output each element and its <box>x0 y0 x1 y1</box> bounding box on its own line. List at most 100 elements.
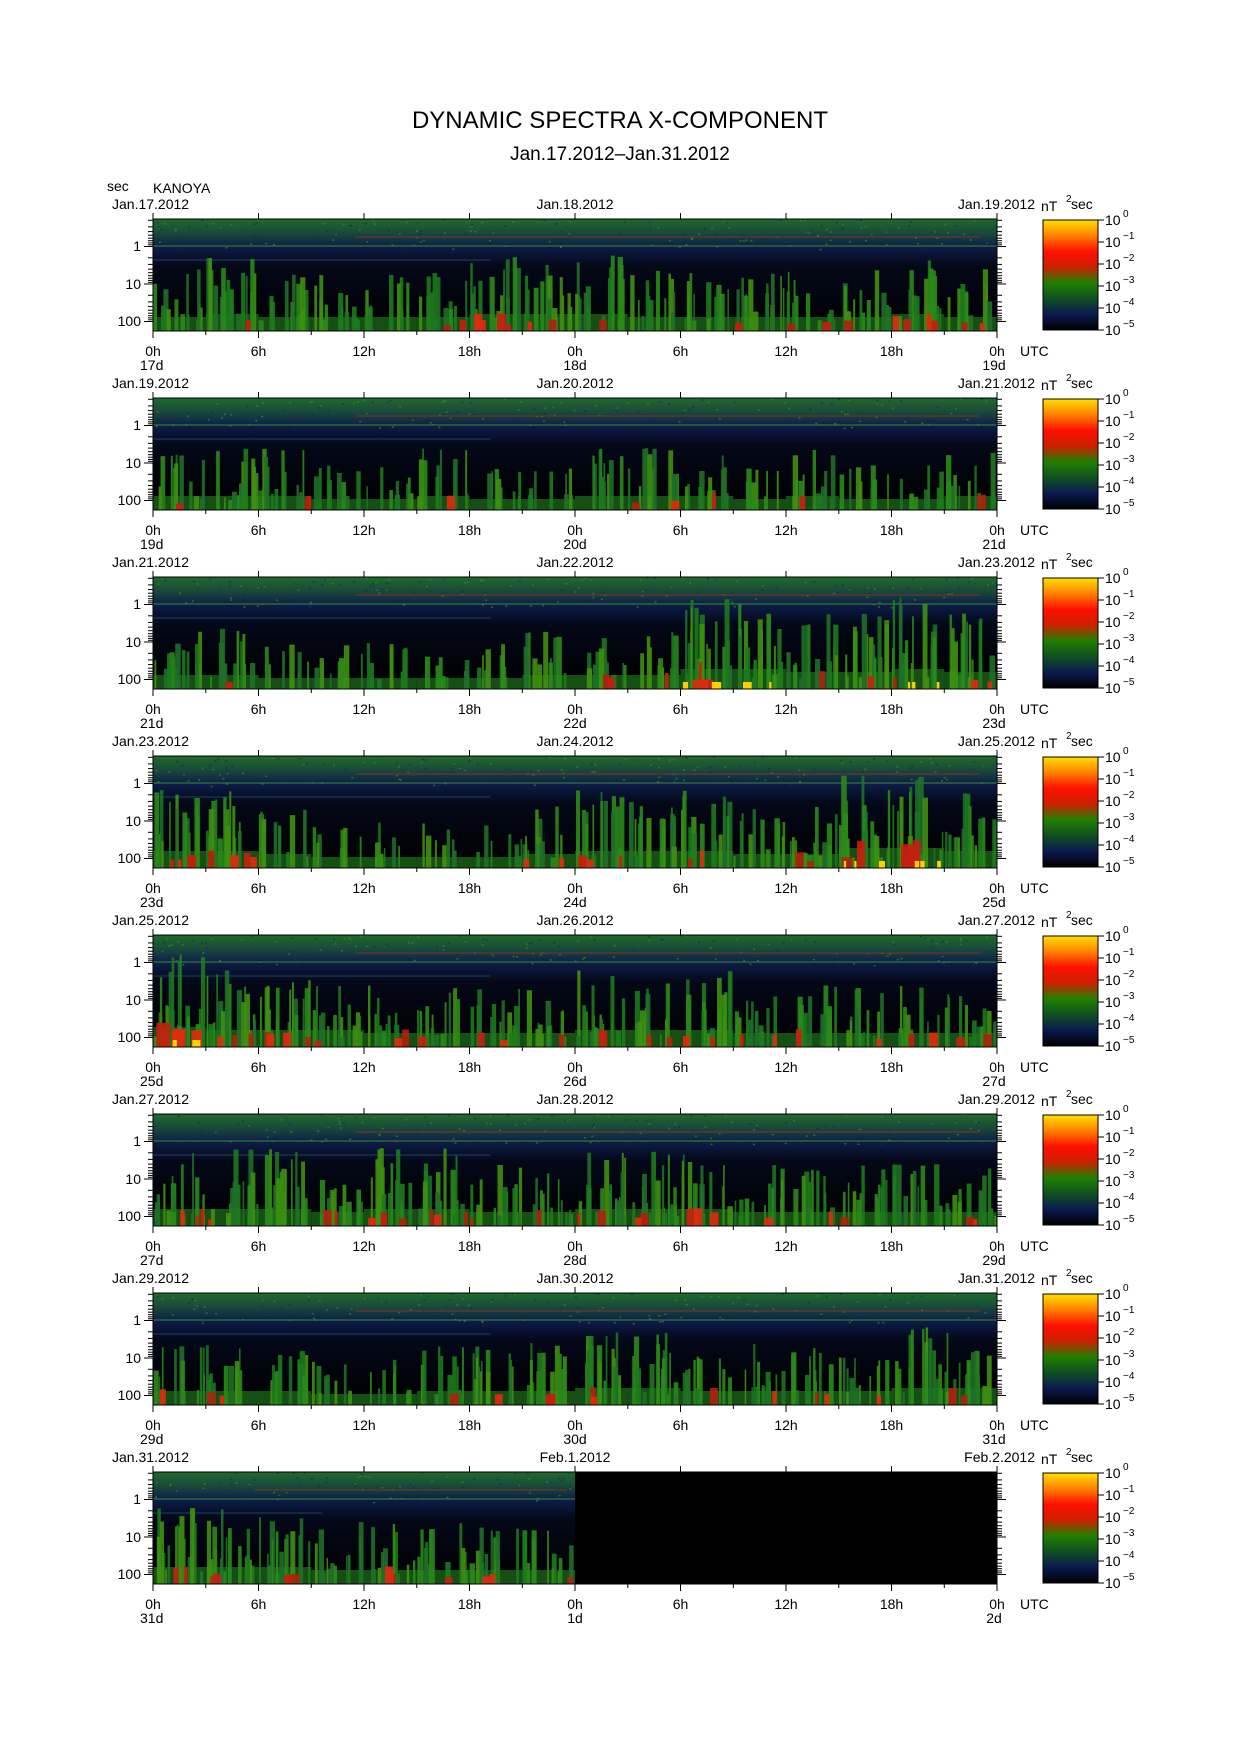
noise-speck <box>560 769 563 771</box>
spectral-burst <box>540 1190 543 1226</box>
x-tick-label: 18h <box>458 343 481 359</box>
noise-speck <box>289 779 292 781</box>
noise-speck <box>273 1491 276 1494</box>
noise-speck <box>977 1129 980 1132</box>
spectral-burst <box>856 1199 862 1226</box>
noise-speck <box>955 1294 958 1296</box>
noise-speck <box>836 592 839 594</box>
colorbar-tick-exponent: −2 <box>1123 1148 1135 1159</box>
spectral-burst <box>199 498 205 510</box>
spectral-burst <box>663 818 666 868</box>
noise-speck <box>434 1311 437 1313</box>
activity-floor <box>258 854 312 868</box>
spectral-burst <box>304 290 309 331</box>
noise-speck <box>953 771 956 773</box>
noise-speck <box>505 777 508 780</box>
spectral-burst <box>974 465 977 510</box>
noise-speck <box>215 1313 218 1315</box>
noise-speck <box>761 756 764 758</box>
spectral-burst <box>443 1148 447 1226</box>
spectral-burst <box>206 1520 211 1584</box>
spectral-burst <box>489 276 495 331</box>
noise-speck <box>212 769 215 771</box>
noise-speck <box>267 1312 270 1314</box>
noise-speck <box>829 231 832 233</box>
noise-speck <box>202 952 205 954</box>
noise-speck <box>986 242 989 245</box>
spectral-burst <box>910 1329 914 1405</box>
spectral-burst <box>400 671 404 689</box>
spectral-burst <box>238 1184 241 1226</box>
noise-speck <box>873 964 876 967</box>
noise-speck <box>514 1123 517 1126</box>
noise-speck <box>860 411 863 414</box>
spectral-burst <box>292 274 296 331</box>
colorbar-unit: nT <box>1041 556 1058 572</box>
day-label-right: 25d <box>982 894 1005 910</box>
noise-speck <box>698 941 701 943</box>
colorbar-tick-exponent: 0 <box>1123 1462 1129 1473</box>
spectral-burst <box>464 1552 467 1584</box>
spectrogram-background <box>153 1293 997 1405</box>
spectral-burst <box>452 1356 457 1405</box>
noise-speck <box>383 412 386 414</box>
noise-speck <box>438 1495 441 1497</box>
spectral-burst <box>603 800 608 868</box>
x-tick-label: 18h <box>880 522 903 538</box>
noise-speck <box>792 1120 795 1122</box>
noise-speck <box>805 231 808 234</box>
spectral-burst <box>722 467 727 510</box>
spectral-burst <box>874 270 880 331</box>
spectral-burst <box>970 1352 977 1405</box>
spectral-burst <box>715 840 718 868</box>
intense-burst <box>666 1037 673 1047</box>
spectral-burst <box>206 1566 210 1584</box>
noise-speck <box>412 419 415 422</box>
noise-speck <box>381 1127 384 1130</box>
noise-speck <box>803 774 806 776</box>
noise-speck <box>553 1318 556 1321</box>
noise-speck <box>779 219 782 222</box>
noise-speck <box>510 585 513 587</box>
panel-date-right: Jan.29.2012 <box>958 1091 1035 1107</box>
intense-burst <box>500 1040 508 1047</box>
spectral-burst <box>342 1184 347 1226</box>
noise-speck <box>186 415 189 417</box>
intense-burst <box>207 1392 216 1405</box>
spectral-burst <box>389 275 394 331</box>
spectral-burst <box>919 853 923 868</box>
noise-speck <box>226 769 228 772</box>
noise-speck <box>482 604 484 606</box>
noise-speck <box>727 1138 730 1140</box>
spectral-burst <box>366 643 370 689</box>
noise-speck <box>770 398 773 401</box>
intense-burst <box>548 319 557 331</box>
noise-speck <box>798 416 801 419</box>
spectral-burst <box>909 786 913 868</box>
noise-speck <box>808 232 811 234</box>
spectral-burst <box>266 1553 269 1584</box>
spectral-burst <box>939 471 944 510</box>
noise-speck <box>181 764 184 767</box>
spectral-burst <box>300 277 306 331</box>
noise-speck <box>946 778 948 781</box>
noise-speck <box>429 422 432 424</box>
noise-speck <box>845 1115 848 1118</box>
spectral-burst <box>923 1199 928 1226</box>
noise-speck <box>555 223 558 225</box>
spectral-burst <box>936 487 941 510</box>
spectral-burst <box>686 994 692 1047</box>
spectral-burst <box>426 276 431 331</box>
noise-speck <box>433 784 436 787</box>
noise-speck <box>578 785 581 787</box>
spectrogram-panel: Jan.17.2012 Jan.18.2012 Jan.19.20121101000… <box>112 194 1135 373</box>
noise-speck <box>174 229 177 232</box>
noise-speck <box>755 1304 758 1307</box>
noise-speck <box>595 404 598 407</box>
spectral-burst <box>919 987 924 1047</box>
noise-speck <box>878 1293 881 1296</box>
spectral-burst <box>356 471 361 510</box>
spectral-burst <box>610 975 615 1047</box>
spectral-burst <box>965 793 971 868</box>
